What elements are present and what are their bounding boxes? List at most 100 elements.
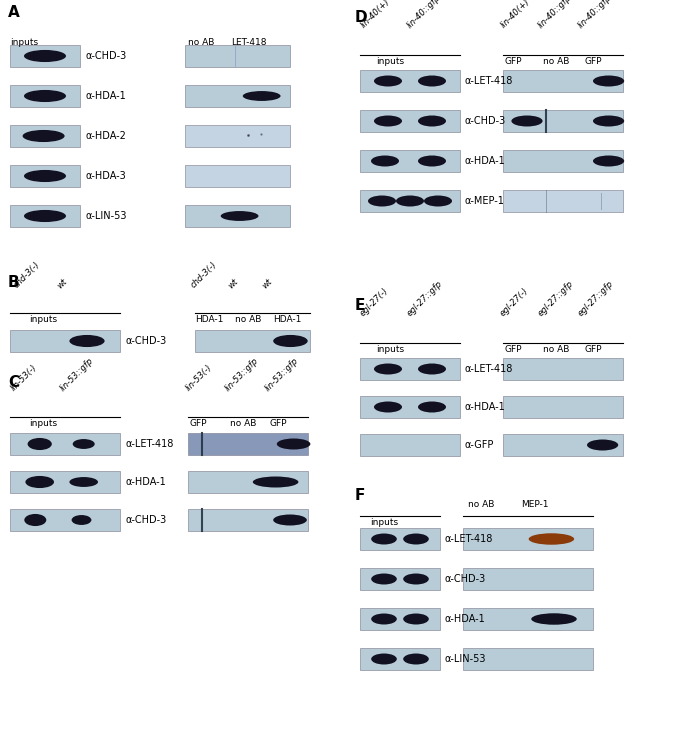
Ellipse shape [28,438,52,450]
Ellipse shape [371,653,397,665]
Bar [185,45,290,67]
Bar [503,110,623,132]
Text: α-GFP: α-GFP [465,440,494,450]
Text: wt: wt [227,277,240,290]
Bar [10,45,80,67]
Ellipse shape [220,211,258,221]
Ellipse shape [424,195,452,206]
Bar [10,433,120,455]
Text: inputs: inputs [370,518,398,527]
Text: GFP: GFP [585,345,603,354]
Bar [185,125,290,147]
Bar [360,396,460,418]
Bar [360,150,460,172]
Bar [360,434,460,456]
Bar [185,165,290,187]
Ellipse shape [24,514,46,526]
Ellipse shape [404,613,429,625]
Text: MEP-1: MEP-1 [521,500,549,509]
Ellipse shape [418,115,446,127]
Ellipse shape [277,439,310,449]
Ellipse shape [587,440,618,451]
Text: α-CHD-3: α-CHD-3 [126,515,167,525]
Ellipse shape [24,50,66,62]
Text: α-HDA-1: α-HDA-1 [465,402,506,412]
Text: α-HDA-1: α-HDA-1 [126,477,167,487]
Ellipse shape [593,75,624,87]
Bar [463,648,593,670]
Text: α-CHD-3: α-CHD-3 [86,51,127,61]
Text: α-LET-418: α-LET-418 [126,439,174,449]
Text: α-HDA-1: α-HDA-1 [445,614,486,624]
Ellipse shape [371,534,397,545]
Text: no AB: no AB [235,315,261,324]
Bar [360,358,460,380]
Bar [10,165,80,187]
Text: wt: wt [261,277,274,290]
Text: lin-40(+): lin-40(+) [359,0,391,30]
Text: α-LIN-53: α-LIN-53 [445,654,486,664]
Text: egl-27::gfp: egl-27::gfp [537,279,576,318]
Ellipse shape [23,130,64,142]
Text: α-LET-418: α-LET-418 [465,76,513,86]
Text: LET-418: LET-418 [231,38,267,47]
Text: GFP: GFP [505,57,522,66]
Text: α-HDA-2: α-HDA-2 [86,131,127,141]
Text: F: F [355,488,366,503]
Text: lin-40::gfp: lin-40::gfp [406,0,442,30]
Bar [185,205,290,227]
Ellipse shape [371,574,397,585]
Ellipse shape [418,402,446,412]
Bar [10,85,80,107]
Bar [503,358,623,380]
Ellipse shape [69,477,98,487]
Text: lin-53::gfp: lin-53::gfp [224,356,261,393]
Ellipse shape [418,155,446,167]
Ellipse shape [531,613,577,625]
Text: α-CHD-3: α-CHD-3 [465,116,507,126]
Ellipse shape [69,335,104,347]
Text: α-LIN-53: α-LIN-53 [86,211,128,221]
Text: E: E [355,298,366,313]
Text: lin-53::gfp: lin-53::gfp [264,356,301,393]
Bar [360,528,440,550]
Text: egl-27::gfp: egl-27::gfp [576,279,616,318]
Text: chd-3(-): chd-3(-) [12,260,41,290]
Ellipse shape [418,363,446,374]
Bar [503,396,623,418]
Ellipse shape [273,514,307,525]
Text: inputs: inputs [29,419,57,428]
Ellipse shape [529,534,574,545]
Text: GFP: GFP [190,419,207,428]
Bar [360,608,440,630]
Text: inputs: inputs [10,38,38,47]
Text: no AB: no AB [230,419,256,428]
Ellipse shape [371,155,399,167]
Text: lin-53(-): lin-53(-) [184,363,214,393]
Bar [188,471,308,493]
Text: α-LET-418: α-LET-418 [465,364,513,374]
Text: no AB: no AB [468,500,494,509]
Bar [503,150,623,172]
Text: no AB: no AB [188,38,214,47]
Text: lin-53(-): lin-53(-) [8,363,39,393]
Ellipse shape [243,91,281,101]
Bar [503,434,623,456]
Text: no AB: no AB [543,57,569,66]
Text: lin-40(+): lin-40(+) [499,0,531,30]
Ellipse shape [72,515,91,525]
Ellipse shape [404,534,429,545]
Text: α-HDA-1: α-HDA-1 [86,91,126,101]
Ellipse shape [253,477,299,488]
Text: lin-53::gfp: lin-53::gfp [59,356,95,393]
Text: A: A [8,5,20,20]
Text: egl-27(-): egl-27(-) [499,286,531,318]
Ellipse shape [368,195,396,206]
Bar [503,70,623,92]
Text: lin-40::gfp: lin-40::gfp [576,0,614,30]
Text: α-CHD-3: α-CHD-3 [126,336,167,346]
Bar [185,85,290,107]
Text: C: C [8,375,19,390]
Text: α-HDA-1: α-HDA-1 [465,156,506,166]
Ellipse shape [418,75,446,87]
